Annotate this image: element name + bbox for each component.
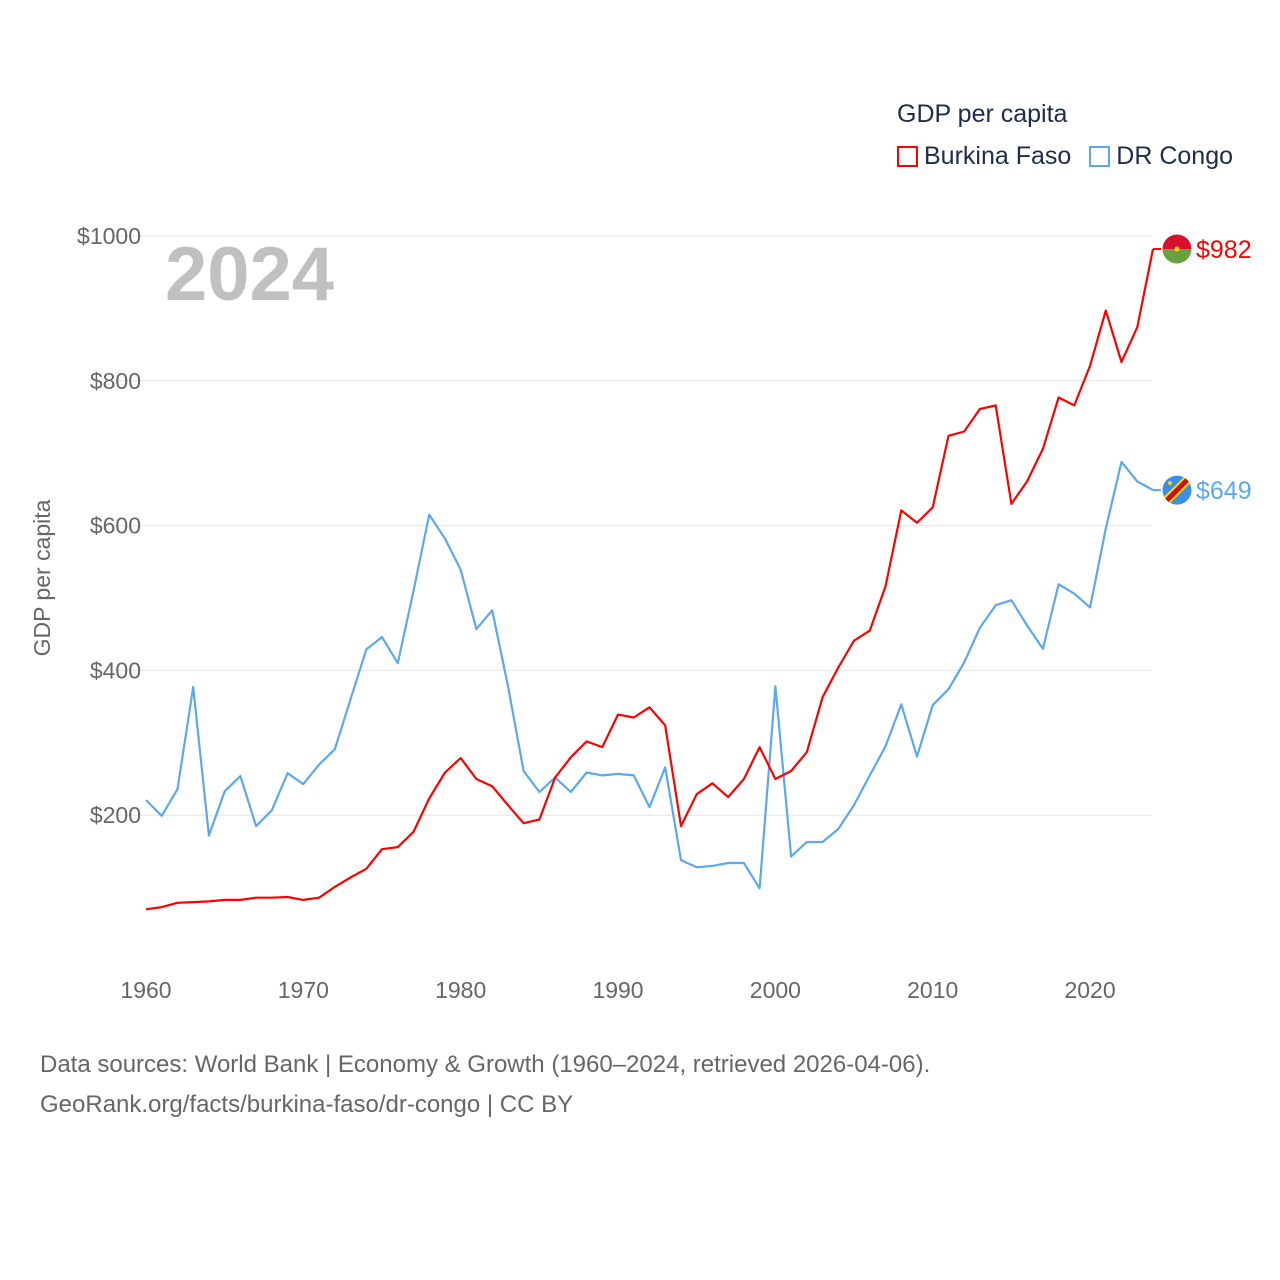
burkina-faso-flag-icon — [1162, 234, 1192, 264]
series-line-dr-congo[interactable] — [145, 460, 1154, 890]
year-watermark: 2024 — [165, 232, 334, 317]
x-tick-label: 2020 — [1064, 977, 1115, 1003]
legend-item-dr-congo[interactable]: DR Congo — [1089, 142, 1233, 171]
source-note: Data sources: World Bank | Economy & Gro… — [40, 1045, 930, 1125]
x-tick-label: 1960 — [120, 977, 171, 1003]
legend-title: GDP per capita — [897, 100, 1068, 128]
y-axis-title: GDP per capita — [29, 499, 55, 656]
x-tick-label: 2010 — [907, 977, 958, 1003]
y-tick-label: $1000 — [77, 223, 141, 249]
source-link[interactable]: GeoRank.org/facts/burkina-faso/dr-congo … — [40, 1091, 574, 1118]
legend-swatch — [1089, 146, 1111, 167]
x-tick-label: 1980 — [435, 977, 486, 1003]
end-value-label: $982 — [1196, 236, 1252, 264]
series-line-burkina-faso[interactable] — [145, 248, 1155, 911]
y-tick-label: $600 — [90, 513, 141, 539]
source-line: Data sources: World Bank | Economy & Gro… — [40, 1051, 931, 1078]
y-tick-label: $200 — [90, 802, 141, 828]
y-tick-label: $800 — [90, 368, 141, 394]
legend-label: Burkina Faso — [924, 142, 1072, 170]
x-tick-label: 2000 — [750, 977, 801, 1003]
x-tick-label: 1990 — [592, 977, 643, 1003]
legend-item-burkina-faso[interactable]: Burkina Faso — [897, 142, 1071, 171]
y-tick-label: $400 — [90, 657, 141, 683]
legend: Burkina Faso DR Congo — [897, 142, 1233, 171]
end-value-label: $649 — [1196, 477, 1252, 505]
legend-swatch — [897, 146, 918, 167]
x-tick-label: 1970 — [278, 977, 329, 1003]
legend-label: DR Congo — [1116, 142, 1234, 170]
dr-congo-flag-icon — [1162, 475, 1192, 505]
